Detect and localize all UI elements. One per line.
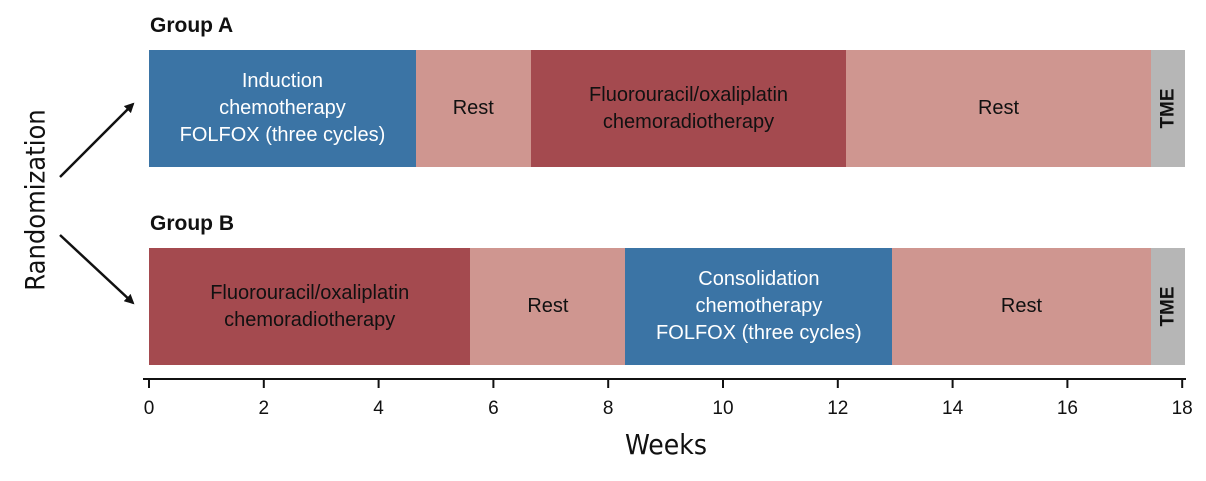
tick-label: 18 bbox=[1171, 398, 1193, 419]
tick-label: 12 bbox=[827, 398, 849, 419]
segment-chemoradiotherapy: Fluorouracil/oxaliplatin chemoradiothera… bbox=[149, 248, 471, 365]
segment-rest: Rest bbox=[415, 50, 531, 167]
segment-chemotherapy: Consolidation chemotherapy FOLFOX (three… bbox=[625, 248, 893, 365]
tick-label: 16 bbox=[1056, 398, 1078, 419]
segment-rest: Rest bbox=[846, 50, 1151, 167]
tick-label: 8 bbox=[602, 398, 614, 419]
tick-label: 0 bbox=[143, 398, 155, 419]
tick-label: 2 bbox=[258, 398, 270, 419]
segment-chemotherapy: Induction chemotherapy FOLFOX (three cyc… bbox=[149, 50, 416, 167]
segment-tme: TME bbox=[1150, 248, 1186, 365]
group-a-title: Group A bbox=[150, 14, 234, 37]
group-b-timeline: Fluorouracil/oxaliplatin chemoradiothera… bbox=[149, 248, 1186, 365]
group-a-timeline: Induction chemotherapy FOLFOX (three cyc… bbox=[149, 50, 1186, 167]
group-b-title: Group B bbox=[150, 212, 234, 235]
arrow-to-group-b bbox=[59, 234, 135, 305]
x-axis-label: Weeks bbox=[625, 428, 707, 461]
segment-rest: Rest bbox=[892, 248, 1151, 365]
tick-label: 10 bbox=[712, 398, 734, 419]
tick-label: 14 bbox=[942, 398, 964, 419]
tick-label: 6 bbox=[488, 398, 499, 419]
segment-tme: TME bbox=[1150, 50, 1186, 167]
tick-label: 4 bbox=[373, 398, 384, 419]
segment-chemoradiotherapy: Fluorouracil/oxaliplatin chemoradiothera… bbox=[530, 50, 847, 167]
segment-rest: Rest bbox=[470, 248, 626, 365]
arrow-to-group-a bbox=[59, 102, 135, 178]
